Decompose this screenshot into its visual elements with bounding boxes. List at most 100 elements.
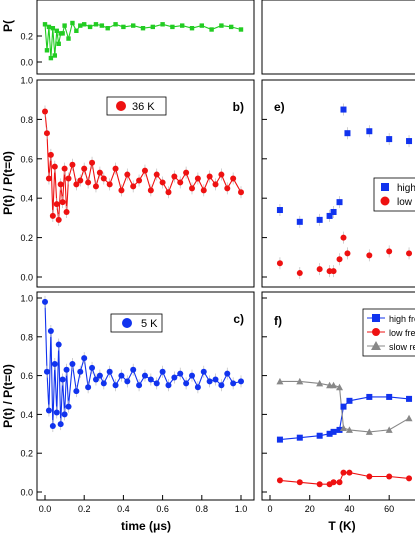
legend-b: 36 K — [106, 96, 167, 116]
panel-a-series-0-point-24 — [150, 24, 155, 30]
panel-a-series-0-point-4 — [50, 26, 56, 31]
panel-e-series-1-point-9 — [386, 248, 393, 255]
panel-b-series-0-point-28 — [141, 167, 148, 174]
panel-c-series-0-point-37 — [194, 384, 201, 391]
panel-b-series-0-point-15 — [77, 177, 84, 184]
panel-b-series-0-point-2 — [45, 175, 52, 182]
panel-a-series-0-point-29 — [199, 23, 204, 28]
panel-b-ytick-label-1: 0.2 — [20, 233, 33, 243]
panel-b-series-0-point-7 — [55, 216, 62, 223]
panel-a-series-0-point-17 — [93, 22, 99, 27]
panel-e-series-1-point-4 — [330, 268, 337, 275]
legend-f-marker-high — [372, 314, 380, 322]
panel-c-series-0-point-43 — [230, 380, 237, 387]
panel-a-series-0-point-33 — [238, 27, 244, 32]
panel-b-series-0-point-6 — [53, 201, 60, 208]
panel-b-series-0-point-43 — [230, 175, 237, 182]
panel-c-series-0-point-20 — [96, 372, 103, 379]
panel-c-xtick-label-2: 0.4 — [117, 504, 130, 514]
legend-c-text: 5 K — [141, 318, 158, 330]
legend-f-text-slow: slow relax. — [389, 342, 415, 352]
panel-f-series-0-line — [279, 396, 410, 441]
panel-f-series-2-point-6 — [339, 424, 347, 431]
panel-b-series-0-point-31 — [159, 179, 166, 186]
panel-f-series-2-point-5 — [336, 383, 344, 391]
panel-a-series-0-point-30 — [209, 27, 214, 32]
panel-c-series-0-point-38 — [200, 368, 207, 375]
panel-c-series-0-point-22 — [106, 368, 113, 375]
panel-f-series-0-point-1 — [296, 434, 303, 441]
legend-f-text-low: low freq. — [389, 328, 415, 338]
panel-e-series-0-point-6 — [340, 106, 347, 113]
panel-a-series-0-point-11 — [66, 36, 71, 41]
panel-a-ytick-label-1: 0.2 — [20, 32, 33, 42]
panel-c-series-0-point-6 — [53, 409, 60, 416]
panel-b-series-0-point-27 — [136, 177, 143, 184]
panel-e-letter: e) — [274, 100, 285, 114]
panel-f-series-2-point-10 — [405, 414, 413, 422]
panel-e-series-0-point-3 — [326, 212, 333, 219]
panel-e-series-0-point-1 — [296, 218, 303, 225]
panel-c-series-0-point-19 — [92, 376, 99, 383]
panel-a-frame — [36, 0, 255, 75]
panel-c-series-0-point-35 — [183, 380, 190, 387]
panel-c-series-0-point-12 — [65, 403, 72, 410]
panel-c-series-0-point-16 — [81, 355, 88, 362]
panel-c-series-0-point-3 — [47, 327, 54, 334]
panel-b-series-0-point-42 — [224, 185, 231, 192]
panel-b-series-0-point-44 — [238, 189, 244, 196]
panel-f-series-0-point-10 — [406, 395, 413, 402]
panel-c-series-0-point-23 — [112, 382, 119, 389]
panel-c-series-0-point-25 — [124, 378, 131, 385]
panel-c-series-0-point-33 — [171, 374, 178, 381]
panel-c-series-0-point-13 — [69, 360, 76, 367]
panel-a-series-0-point-14 — [78, 23, 83, 28]
panel-c-series-0-point-27 — [136, 382, 143, 389]
panel-a-series-0-point-2 — [46, 24, 52, 30]
panel-c-xtick-label-4: 0.8 — [196, 504, 209, 514]
panel-f-xtick-label-3: 60 — [384, 504, 394, 514]
panel-c-series-0-point-9 — [59, 376, 66, 383]
panel-c-series-0-point-1 — [43, 368, 50, 375]
panel-f-series-2-point-0 — [276, 377, 284, 385]
panel-e-series-1-point-7 — [344, 250, 351, 257]
panel-f-series-2-point-7 — [345, 426, 353, 433]
panel-a-series-0-line — [44, 21, 242, 59]
panel-b-series-0-point-32 — [165, 189, 172, 196]
panel-a-series-0-point-25 — [160, 22, 165, 27]
panel-f-series-0-point-8 — [366, 393, 373, 400]
legend-e-marker-high — [381, 183, 389, 191]
panel-a-series-0-point-22 — [131, 23, 136, 28]
panel-b-series-0-point-29 — [147, 187, 154, 194]
panel-b-series-0-point-19 — [92, 183, 99, 190]
panel-e-series-1-point-8 — [366, 252, 373, 259]
panel-a-series-0-point-6 — [54, 28, 59, 33]
panel-a-ylabel: P( — [1, 20, 15, 32]
legend-e-text-low: low — [397, 197, 413, 208]
panel-f-xtick-label-2: 40 — [344, 504, 354, 514]
panel-c-series-0-point-40 — [212, 376, 219, 383]
panel-e-series-1-point-2 — [316, 266, 323, 273]
panel-b-series-0-point-20 — [96, 169, 103, 176]
panel-b-series-0-point-34 — [177, 179, 184, 186]
panel-c-series-0-point-28 — [141, 372, 148, 379]
data-markers — [42, 20, 413, 488]
panel-a-series-0-point-16 — [87, 24, 93, 30]
panel-c-ytick-label-2: 0.4 — [20, 410, 33, 420]
panel-f-series-0-point-2 — [316, 432, 323, 439]
panel-c-xtick-label-3: 0.6 — [156, 504, 169, 514]
panel-c-series-0-point-36 — [189, 372, 195, 379]
legend-f: high freq. low freq. slow relax. — [362, 308, 415, 357]
legend-e-text-high: high — [397, 183, 415, 194]
panel-f-frame — [261, 291, 415, 501]
panel-c-series-0-point-18 — [89, 364, 96, 371]
panel-c-series-0-point-15 — [77, 368, 84, 375]
panel-b-series-0-point-22 — [106, 181, 113, 188]
panel-c-xtick-label-1: 0.2 — [78, 504, 91, 514]
panel-b-ylabel: P(t) / P(t=0) — [1, 151, 15, 215]
panel-c-ylabel: P(t) / P(t=0) — [1, 364, 15, 428]
panel-b-series-0-point-11 — [63, 208, 70, 215]
panel-b-series-0-point-8 — [57, 181, 64, 188]
panel-c-series-0-point-44 — [238, 378, 244, 385]
